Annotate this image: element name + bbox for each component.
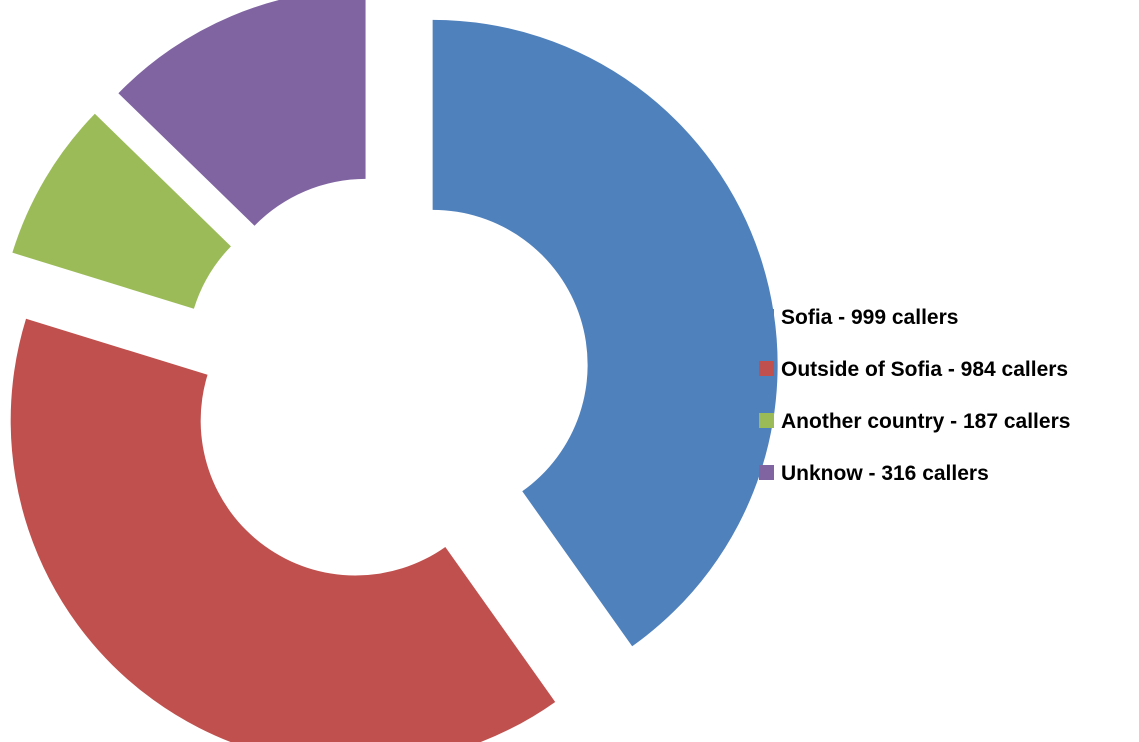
legend-entry-unknow: Unknow - 316 callers: [759, 462, 989, 485]
legend-swatch-outside-of-sofia: [759, 361, 774, 376]
legend-swatch-another-country: [759, 413, 774, 428]
legend-entry-outside-of-sofia: Outside of Sofia - 984 callers: [759, 358, 1068, 381]
legend-label-unknow: Unknow - 316 callers: [781, 462, 989, 485]
chart-legend: Sofia - 999 callers Outside of Sofia - 9…: [759, 306, 1070, 485]
legend-label-another-country: Another country - 187 callers: [781, 410, 1070, 433]
legend-label-outside-of-sofia: Outside of Sofia - 984 callers: [781, 358, 1068, 381]
legend-entry-another-country: Another country - 187 callers: [759, 410, 1070, 433]
legend-entry-sofia: Sofia - 999 callers: [759, 306, 958, 329]
chart-slices: [10, 0, 778, 742]
legend-swatch-sofia: [759, 309, 774, 324]
slice-unknow: [118, 0, 366, 226]
legend-label-sofia: Sofia - 999 callers: [781, 306, 958, 329]
legend-swatch-unknow: [759, 465, 774, 480]
slice-outside-of-sofia: [10, 318, 556, 742]
slice-another-country: [12, 113, 231, 309]
slice-sofia: [432, 19, 778, 647]
